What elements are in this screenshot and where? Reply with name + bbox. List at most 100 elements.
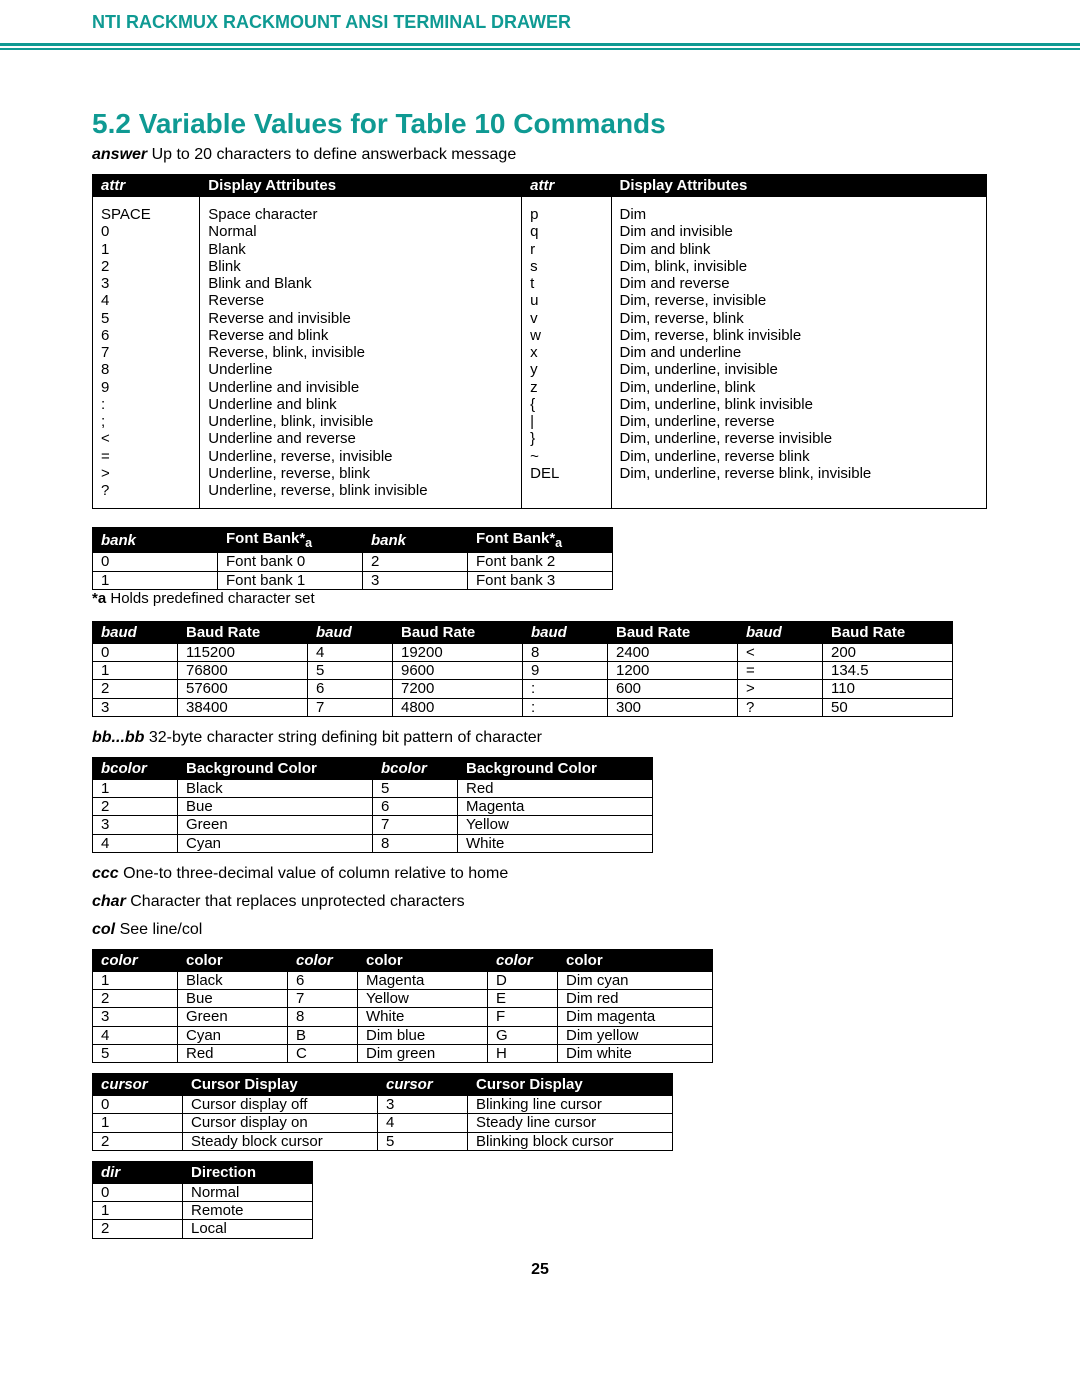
col-header: Font Bank*a bbox=[468, 528, 613, 553]
attr-cell: 7 bbox=[101, 344, 191, 361]
table-row: 2Bue6Magenta bbox=[93, 798, 653, 816]
table-cell: 0 bbox=[93, 1096, 183, 1114]
table-cell: 2 bbox=[93, 680, 178, 698]
table-cell: 2 bbox=[363, 553, 468, 571]
attr-cell: Reverse bbox=[208, 292, 513, 309]
table-cell: 9600 bbox=[393, 662, 523, 680]
table-cell: H bbox=[488, 1044, 558, 1062]
table-cell: 8 bbox=[288, 1008, 358, 1026]
col-header: dir bbox=[93, 1161, 183, 1183]
table-cell: Magenta bbox=[458, 798, 653, 816]
attr-cell: } bbox=[530, 430, 602, 447]
attr-cell: Underline, reverse, invisible bbox=[208, 448, 513, 465]
attr-cell: Blink bbox=[208, 258, 513, 275]
table-row: 4Cyan8White bbox=[93, 834, 653, 852]
table-cell: 1200 bbox=[608, 662, 738, 680]
attr-cell: Dim bbox=[620, 206, 979, 223]
attr-cell: < bbox=[101, 430, 191, 447]
table-cell: Font bank 3 bbox=[468, 571, 613, 589]
col-header: Font Bank*a bbox=[218, 528, 363, 553]
attr-cell: Dim, reverse, invisible bbox=[620, 292, 979, 309]
answer-lead: answer bbox=[92, 146, 147, 163]
table-cell: 5 bbox=[93, 1044, 178, 1062]
table-cell: 1 bbox=[93, 662, 178, 680]
table-cell: C bbox=[288, 1044, 358, 1062]
attr-cell: Dim and reverse bbox=[620, 275, 979, 292]
col-header: color bbox=[488, 949, 558, 971]
header-title: NTI RACKMUX RACKMOUNT ANSI TERMINAL DRAW… bbox=[0, 0, 1080, 43]
table-cell: Blinking line cursor bbox=[468, 1096, 673, 1114]
table-row: 2Local bbox=[93, 1220, 313, 1238]
table-row: 1Black5Red bbox=[93, 779, 653, 797]
table-cell: Dim green bbox=[358, 1044, 488, 1062]
col-header: baud bbox=[308, 621, 393, 643]
col-header: baud bbox=[93, 621, 178, 643]
table-row: 1Black6MagentaDDim cyan bbox=[93, 971, 713, 989]
col-header: bank bbox=[93, 528, 218, 553]
bb-paragraph: bb...bb 32-byte character string definin… bbox=[92, 729, 988, 747]
table-row: 5RedCDim greenHDim white bbox=[93, 1044, 713, 1062]
attr-cell: t bbox=[530, 275, 602, 292]
attr-cell: Dim and underline bbox=[620, 344, 979, 361]
col-header: Background Color bbox=[178, 757, 373, 779]
col-header: attr bbox=[93, 175, 200, 197]
table-cell: Dim magenta bbox=[558, 1008, 713, 1026]
attr-cell: { bbox=[530, 396, 602, 413]
header-region: NTI RACKMUX RACKMOUNT ANSI TERMINAL DRAW… bbox=[0, 0, 1080, 50]
bank-footnote: *a Holds predefined character set bbox=[92, 590, 988, 607]
attr-cell: Underline, reverse, blink invisible bbox=[208, 482, 513, 499]
table-cell: 4 bbox=[93, 1026, 178, 1044]
attr-cell: 0 bbox=[101, 223, 191, 240]
table-cell: 4 bbox=[93, 834, 178, 852]
table-cell: 5 bbox=[378, 1132, 468, 1150]
table-cell: Dim yellow bbox=[558, 1026, 713, 1044]
table-cell: 38400 bbox=[178, 698, 308, 716]
table-cell: 1 bbox=[93, 571, 218, 589]
table-row: 3Green7Yellow bbox=[93, 816, 653, 834]
table-cell: = bbox=[738, 662, 823, 680]
col-header: color bbox=[93, 949, 178, 971]
table-header-row: attr Display Attributes attr Display Att… bbox=[93, 175, 987, 197]
table-cell: Cursor display off bbox=[183, 1096, 378, 1114]
table-cell: 2 bbox=[93, 1220, 183, 1238]
attr-cell: 3 bbox=[101, 275, 191, 292]
answer-text: Up to 20 characters to define answerback… bbox=[147, 146, 516, 163]
attr-cell: Blink and Blank bbox=[208, 275, 513, 292]
answer-paragraph: answer Up to 20 characters to define ans… bbox=[92, 146, 988, 164]
table-row: 25760067200:600>110 bbox=[93, 680, 953, 698]
table-row: 4CyanBDim blueGDim yellow bbox=[93, 1026, 713, 1044]
table-row: 0Normal bbox=[93, 1183, 313, 1201]
table-row: 0Cursor display off3Blinking line cursor bbox=[93, 1096, 673, 1114]
attr-cell: Underline bbox=[208, 361, 513, 378]
col-lead: col bbox=[92, 921, 115, 938]
attr-cell: ~ bbox=[530, 448, 602, 465]
table-cell: Dim cyan bbox=[558, 971, 713, 989]
char-text: Character that replaces unprotected char… bbox=[126, 893, 465, 910]
attr-cell: Dim, underline, invisible bbox=[620, 361, 979, 378]
table-cell: 9 bbox=[523, 662, 608, 680]
attr-cell: 1 bbox=[101, 241, 191, 258]
table-cell: 3 bbox=[93, 816, 178, 834]
table-row: 1Cursor display on4Steady line cursor bbox=[93, 1114, 673, 1132]
table-cell: 8 bbox=[523, 643, 608, 661]
table-cell: < bbox=[738, 643, 823, 661]
table-cell: 57600 bbox=[178, 680, 308, 698]
table-cell: Yellow bbox=[358, 990, 488, 1008]
col-header: baud bbox=[738, 621, 823, 643]
attr-cell: | bbox=[530, 413, 602, 430]
attr-cell: Dim, underline, blink invisible bbox=[620, 396, 979, 413]
attr-cell: p bbox=[530, 206, 602, 223]
attr-cell: Dim, underline, reverse invisible bbox=[620, 430, 979, 447]
table-cell: 6 bbox=[373, 798, 458, 816]
table-cell: 2 bbox=[93, 798, 178, 816]
attr-cell: ? bbox=[101, 482, 191, 499]
table-row: 2Bue7YellowEDim red bbox=[93, 990, 713, 1008]
table-cell: Green bbox=[178, 1008, 288, 1026]
table-cell: Yellow bbox=[458, 816, 653, 834]
table-cell: 7200 bbox=[393, 680, 523, 698]
ccc-text: One-to three-decimal value of column rel… bbox=[119, 865, 509, 882]
col-header: bank bbox=[363, 528, 468, 553]
table-cell: Bue bbox=[178, 990, 288, 1008]
table-header-row: dirDirection bbox=[93, 1161, 313, 1183]
attr-cell: = bbox=[101, 448, 191, 465]
